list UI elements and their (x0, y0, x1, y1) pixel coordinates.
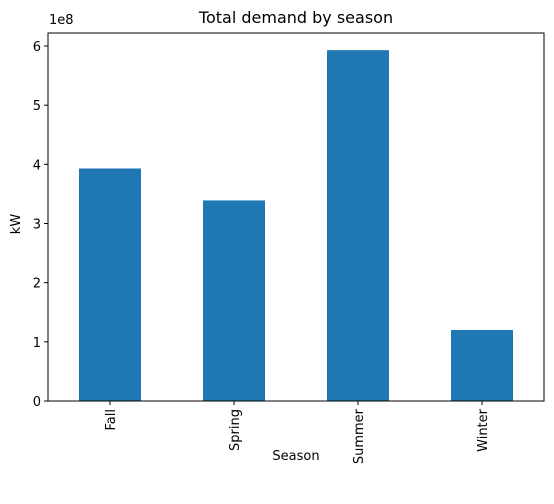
y-tick-label: 4 (33, 158, 41, 173)
y-tick-label: 6 (33, 40, 41, 55)
y-tick-label: 1 (33, 336, 41, 351)
plot-frame (47, 32, 545, 402)
ticks-group: Fall Spring Summer Winter 0 1 2 3 4 5 6 (33, 40, 491, 464)
bar-spring (203, 200, 265, 401)
bar-fall (79, 168, 141, 401)
bars-group (79, 50, 513, 401)
x-tick-label: Winter (476, 408, 491, 452)
y-axis-label: kW (9, 214, 24, 235)
y-offset-label: 1e8 (49, 13, 74, 28)
bar-winter (451, 330, 513, 401)
y-tick-label: 2 (33, 277, 41, 292)
bar-summer (327, 50, 389, 401)
x-axis-label: Season (272, 449, 319, 464)
chart-title: Total demand by season (198, 8, 393, 27)
x-tick-label: Summer (352, 408, 367, 464)
y-tick-label: 5 (33, 99, 41, 114)
x-tick-label: Spring (228, 409, 243, 451)
y-tick-label: 0 (33, 395, 41, 410)
y-tick-label: 3 (33, 218, 41, 233)
x-tick-label: Fall (104, 409, 119, 430)
